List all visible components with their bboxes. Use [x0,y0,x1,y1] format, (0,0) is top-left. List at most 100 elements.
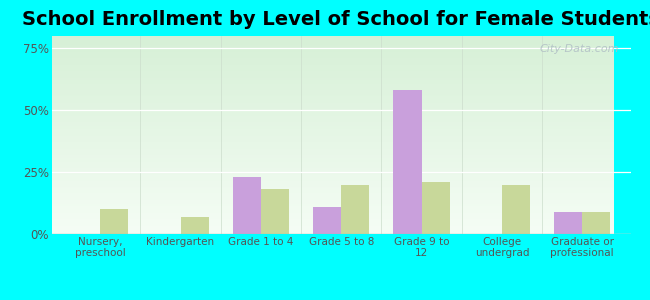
Bar [52,127,614,128]
Bar [52,110,614,111]
Bar [52,100,614,101]
Bar [52,104,614,105]
Bar [52,161,614,162]
Bar [52,85,614,86]
Bar [52,64,614,65]
Bar [52,111,614,112]
Bar [52,69,614,70]
Bar [52,118,614,119]
Bar [52,49,614,50]
Bar [52,123,614,124]
Bar [52,83,614,85]
Bar [313,207,341,234]
Bar [52,105,614,106]
Bar [52,92,614,93]
Bar [52,103,614,104]
Bar [393,90,422,234]
Bar [52,56,614,57]
Bar [52,98,614,99]
Bar [52,88,614,89]
Bar [52,145,614,146]
Bar [52,219,614,220]
Bar [52,215,614,216]
Bar [52,125,614,126]
Bar [52,176,614,177]
Bar [52,36,614,37]
Bar [52,158,614,159]
Bar [52,221,614,222]
Bar [52,63,614,64]
Bar [52,68,614,69]
Bar [52,166,614,167]
Bar [52,39,614,40]
Bar [52,174,614,175]
Bar [52,112,614,113]
Bar [52,138,614,139]
Bar [52,230,614,231]
Bar [52,159,614,160]
Bar [52,130,614,131]
Bar [52,141,614,142]
Bar [52,222,614,223]
Bar [52,216,614,217]
Bar [52,211,614,212]
Bar [52,165,614,166]
Bar [52,140,614,141]
Bar [52,109,614,110]
Bar [52,46,614,47]
Bar [52,157,614,158]
Bar [100,209,128,234]
Bar [52,82,614,83]
Bar [52,168,614,169]
Bar [52,200,614,201]
Bar [52,38,614,39]
Bar [52,60,614,61]
Bar [52,210,614,211]
Bar [52,50,614,51]
Bar [52,169,614,170]
Bar [52,120,614,121]
Bar [52,197,614,198]
Bar [52,126,614,127]
Bar [52,195,614,196]
Bar [52,146,614,147]
Bar [52,143,614,144]
Bar [52,82,614,83]
Bar [52,44,614,45]
Bar [52,175,614,176]
Bar [52,136,614,137]
Bar [52,220,614,221]
Bar [52,51,614,52]
Bar [52,95,614,96]
Bar [502,184,530,234]
Bar [52,153,614,154]
Bar [52,150,614,151]
Bar [52,85,614,86]
Bar [52,55,614,56]
Bar [52,113,614,114]
Bar [52,58,614,59]
Bar [582,212,610,234]
Bar [52,225,614,226]
Bar [52,209,614,210]
Bar [52,42,614,43]
Bar [52,149,614,150]
Bar [422,182,450,234]
Bar [52,188,614,190]
Bar [52,233,614,234]
Bar [52,148,614,149]
Bar [52,61,614,62]
Bar [52,114,614,115]
Bar [52,132,614,133]
Bar [52,78,614,79]
Bar [52,212,614,213]
Bar [52,106,614,107]
Bar [52,182,614,184]
Bar [52,164,614,165]
Bar [52,170,614,171]
Bar [52,73,614,74]
Bar [52,65,614,66]
Bar [52,48,614,49]
Bar [52,171,614,172]
Title: School Enrollment by Level of School for Female Students: School Enrollment by Level of School for… [22,10,650,29]
